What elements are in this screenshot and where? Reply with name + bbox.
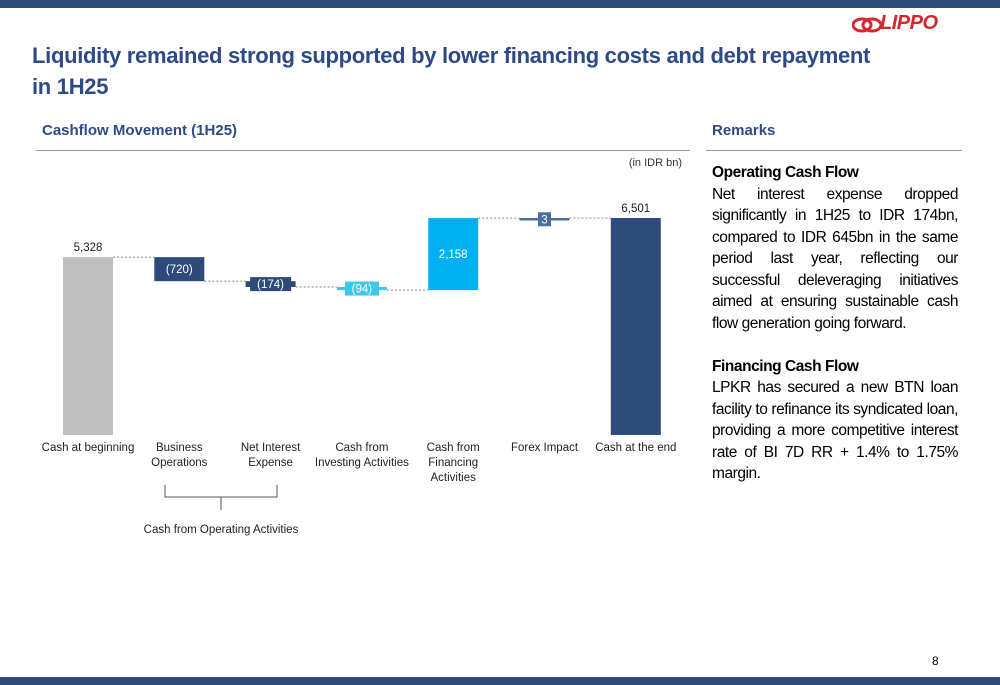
- section-text: LPKR has secured a new BTN loan facility…: [712, 379, 958, 482]
- slide-title: Liquidity remained strong supported by l…: [32, 43, 871, 99]
- value-label: (174): [257, 279, 284, 291]
- bar: [63, 257, 113, 435]
- annotation: Cash from Operating Activities: [143, 524, 299, 536]
- section-heading: Operating Cash Flow: [712, 164, 859, 181]
- divider: [36, 150, 690, 151]
- bar: [428, 218, 479, 291]
- value-label: 2,158: [439, 249, 468, 261]
- bar: [610, 218, 661, 435]
- logo: LIPPO: [880, 12, 938, 34]
- x-tick-label: Business Operations: [151, 442, 208, 469]
- x-tick-label: Cash at beginning: [41, 442, 135, 454]
- logo-mark: [852, 17, 882, 33]
- footer-band: [0, 677, 1000, 685]
- page-number: 8: [932, 654, 939, 668]
- chart: 5,328 (720) (174) (94) 2,158 3 6,501: [63, 203, 661, 510]
- value-label: 5,328: [74, 242, 103, 254]
- header-band: [0, 0, 1000, 8]
- remarks-title: Remarks: [712, 122, 776, 139]
- section-text: Net interest expense dropped significant…: [712, 185, 958, 332]
- value-label-bg: [538, 212, 551, 227]
- value-label-bg: [344, 281, 379, 296]
- value-label: (720): [166, 264, 193, 276]
- bar: [154, 257, 205, 282]
- unit-note: (in IDR bn): [628, 157, 682, 169]
- bracket: [164, 485, 278, 510]
- x-tick-label: Net Interest Expense: [240, 442, 301, 469]
- value-label-bg: [250, 277, 292, 292]
- x-tick-label: Cash from Financing Activities: [426, 442, 480, 484]
- value-label: 6,501: [621, 203, 650, 215]
- value-label: 3: [541, 214, 547, 226]
- chart-title: Cashflow Movement (1H25): [42, 122, 238, 139]
- x-tick-label: Cash from Investing Activities: [314, 442, 409, 469]
- x-tick-label: Cash at the end: [595, 442, 677, 454]
- value-label: (94): [352, 284, 373, 296]
- divider: [706, 150, 962, 151]
- remarks: Operating Cash Flow Net interest expense …: [712, 162, 958, 506]
- x-tick-label: Forex Impact: [510, 442, 579, 454]
- section-heading: Financing Cash Flow: [712, 357, 859, 375]
